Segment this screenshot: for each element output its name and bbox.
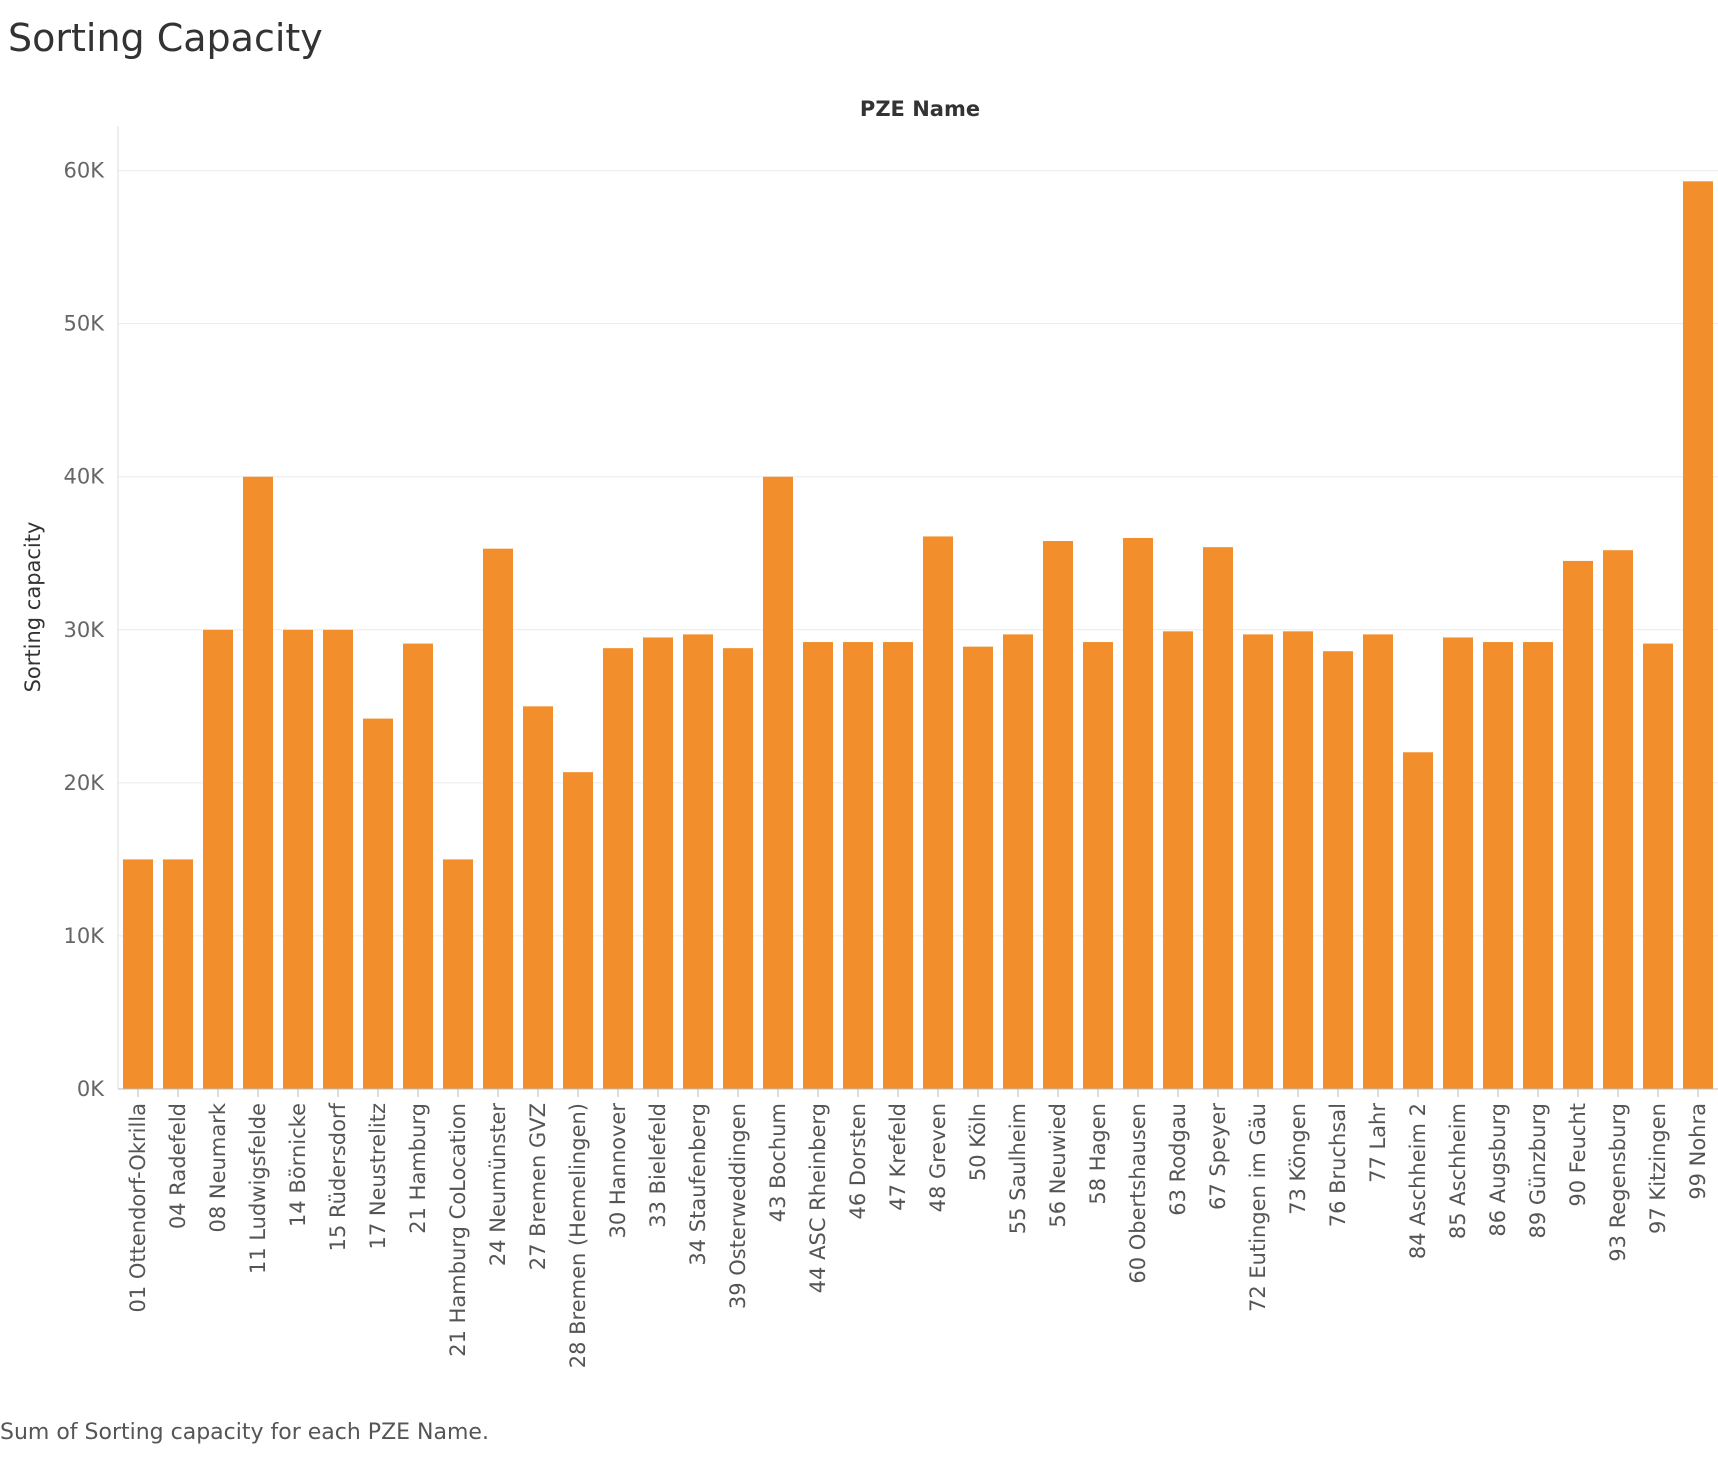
x-tick-label: 47 Krefeld: [886, 1103, 910, 1211]
bar: [1243, 634, 1273, 1089]
x-tick-label: 11 Ludwigsfelde: [246, 1103, 270, 1274]
y-tick-label: 30K: [64, 618, 106, 642]
bar-chart: PZE Name Sorting capacity 0K 10K 20K 30K 40K…: [21, 97, 1718, 1368]
bar: [883, 642, 913, 1089]
bar: [443, 859, 473, 1089]
bar: [523, 706, 553, 1089]
bar: [1083, 642, 1113, 1089]
y-tick-label: 40K: [64, 465, 106, 489]
y-tick-label: 0K: [77, 1077, 105, 1101]
bar: [923, 536, 953, 1089]
bar: [283, 629, 313, 1089]
bar: [1683, 181, 1713, 1090]
y-axis-title: Sorting capacity: [21, 522, 45, 693]
bar: [1603, 550, 1633, 1089]
x-tick-label: 28 Bremen (Hemelingen): [566, 1103, 590, 1368]
bar: [1003, 634, 1033, 1089]
x-tick-label: 21 Hamburg: [406, 1103, 430, 1234]
bar: [683, 634, 713, 1089]
x-tick-label: 73 Köngen: [1286, 1103, 1310, 1215]
bar: [363, 718, 393, 1089]
x-tick-label: 04 Radefeld: [166, 1103, 190, 1229]
bar: [1443, 637, 1473, 1089]
bar: [1363, 634, 1393, 1089]
x-tick-label: 77 Lahr: [1366, 1103, 1390, 1183]
y-axis-ticks: 0K 10K 20K 30K 40K 50K 60K: [64, 159, 106, 1101]
x-tick-label: 50 Köln: [966, 1103, 990, 1181]
x-tick-label: 63 Rodgau: [1166, 1103, 1190, 1216]
x-tick-label: 86 Augsburg: [1486, 1103, 1510, 1237]
bar: [483, 548, 513, 1089]
bar: [1043, 541, 1073, 1089]
x-tick-label: 46 Dorsten: [846, 1103, 870, 1219]
bar: [1523, 642, 1553, 1089]
bars: [123, 181, 1713, 1090]
bar: [1483, 642, 1513, 1089]
bar: [603, 648, 633, 1089]
x-tick-label: 76 Bruchsal: [1326, 1103, 1350, 1227]
bar: [123, 859, 153, 1089]
y-tick-label: 50K: [64, 312, 106, 336]
x-tick-label: 84 Aschheim 2: [1406, 1103, 1430, 1259]
x-tick-label: 21 Hamburg CoLocation: [446, 1103, 470, 1357]
bar: [243, 476, 273, 1089]
gridlines: [118, 170, 1718, 1090]
x-tick-label: 97 Kitzingen: [1646, 1103, 1670, 1234]
x-tick-label: 60 Obertshausen: [1126, 1103, 1150, 1284]
axes: [117, 126, 1718, 1090]
bar: [1323, 651, 1353, 1089]
x-tick-label: 58 Hagen: [1086, 1103, 1110, 1205]
x-tick-label: 56 Neuwied: [1046, 1103, 1070, 1228]
x-tick-label: 85 Aschheim: [1446, 1103, 1470, 1239]
x-tick-label: 72 Eutingen im Gäu: [1246, 1103, 1270, 1312]
column-header: PZE Name: [860, 97, 980, 121]
y-tick-label: 20K: [64, 771, 106, 795]
x-tick-label: 08 Neumark: [206, 1102, 230, 1232]
y-tick-label: 60K: [64, 159, 106, 183]
x-tick-label: 39 Osterweddingen: [726, 1103, 750, 1309]
x-tick-label: 30 Hannover: [606, 1103, 630, 1239]
x-tick-label: 48 Greven: [926, 1103, 950, 1212]
bar: [843, 642, 873, 1089]
chart-title: Sorting Capacity: [8, 16, 323, 60]
chart-caption: Sum of Sorting capacity for each PZE Nam…: [0, 1420, 489, 1445]
bar: [803, 642, 833, 1089]
bar: [723, 648, 753, 1089]
x-tick-label: 01 Ottendorf-Okrilla: [126, 1103, 150, 1313]
bar: [563, 772, 593, 1089]
bar: [1123, 537, 1153, 1089]
bar: [1203, 547, 1233, 1089]
y-tick-label: 10K: [64, 924, 106, 948]
x-tick-label: 99 Nohra: [1686, 1103, 1710, 1200]
bar: [1283, 631, 1313, 1089]
bar: [1563, 560, 1593, 1089]
x-tick-label: 15 Rüdersdorf: [326, 1102, 350, 1251]
x-tick-label: 90 Feucht: [1566, 1103, 1590, 1207]
bar: [643, 637, 673, 1089]
bar: [163, 859, 193, 1089]
bar: [323, 629, 353, 1089]
x-tick-label: 89 Günzburg: [1526, 1103, 1550, 1239]
bar: [403, 643, 433, 1089]
bar: [1163, 631, 1193, 1089]
bar: [763, 476, 793, 1089]
x-tick-label: 17 Neustrelitz: [366, 1103, 390, 1250]
x-tick-label: 93 Regensburg: [1606, 1103, 1630, 1262]
x-tick-label: 55 Saulheim: [1006, 1103, 1030, 1234]
x-tick-label: 43 Bochum: [766, 1103, 790, 1222]
x-tick-label: 27 Bremen GVZ: [526, 1103, 550, 1270]
x-tick-label: 67 Speyer: [1206, 1103, 1230, 1210]
x-tick-label: 33 Bielefeld: [646, 1103, 670, 1228]
bar: [203, 629, 233, 1089]
bar: [963, 646, 993, 1089]
x-tick-label: 24 Neumünster: [486, 1103, 510, 1267]
x-tick-label: 34 Staufenberg: [686, 1103, 710, 1266]
x-tick-label: 44 ASC Rheinberg: [806, 1103, 830, 1293]
x-tick-label: 14 Börnicke: [286, 1103, 310, 1227]
bar: [1643, 643, 1673, 1089]
bar: [1403, 752, 1433, 1089]
x-axis-ticks: 01 Ottendorf-Okrilla 04 Radefeld 08 Neumar…: [126, 1089, 1710, 1368]
